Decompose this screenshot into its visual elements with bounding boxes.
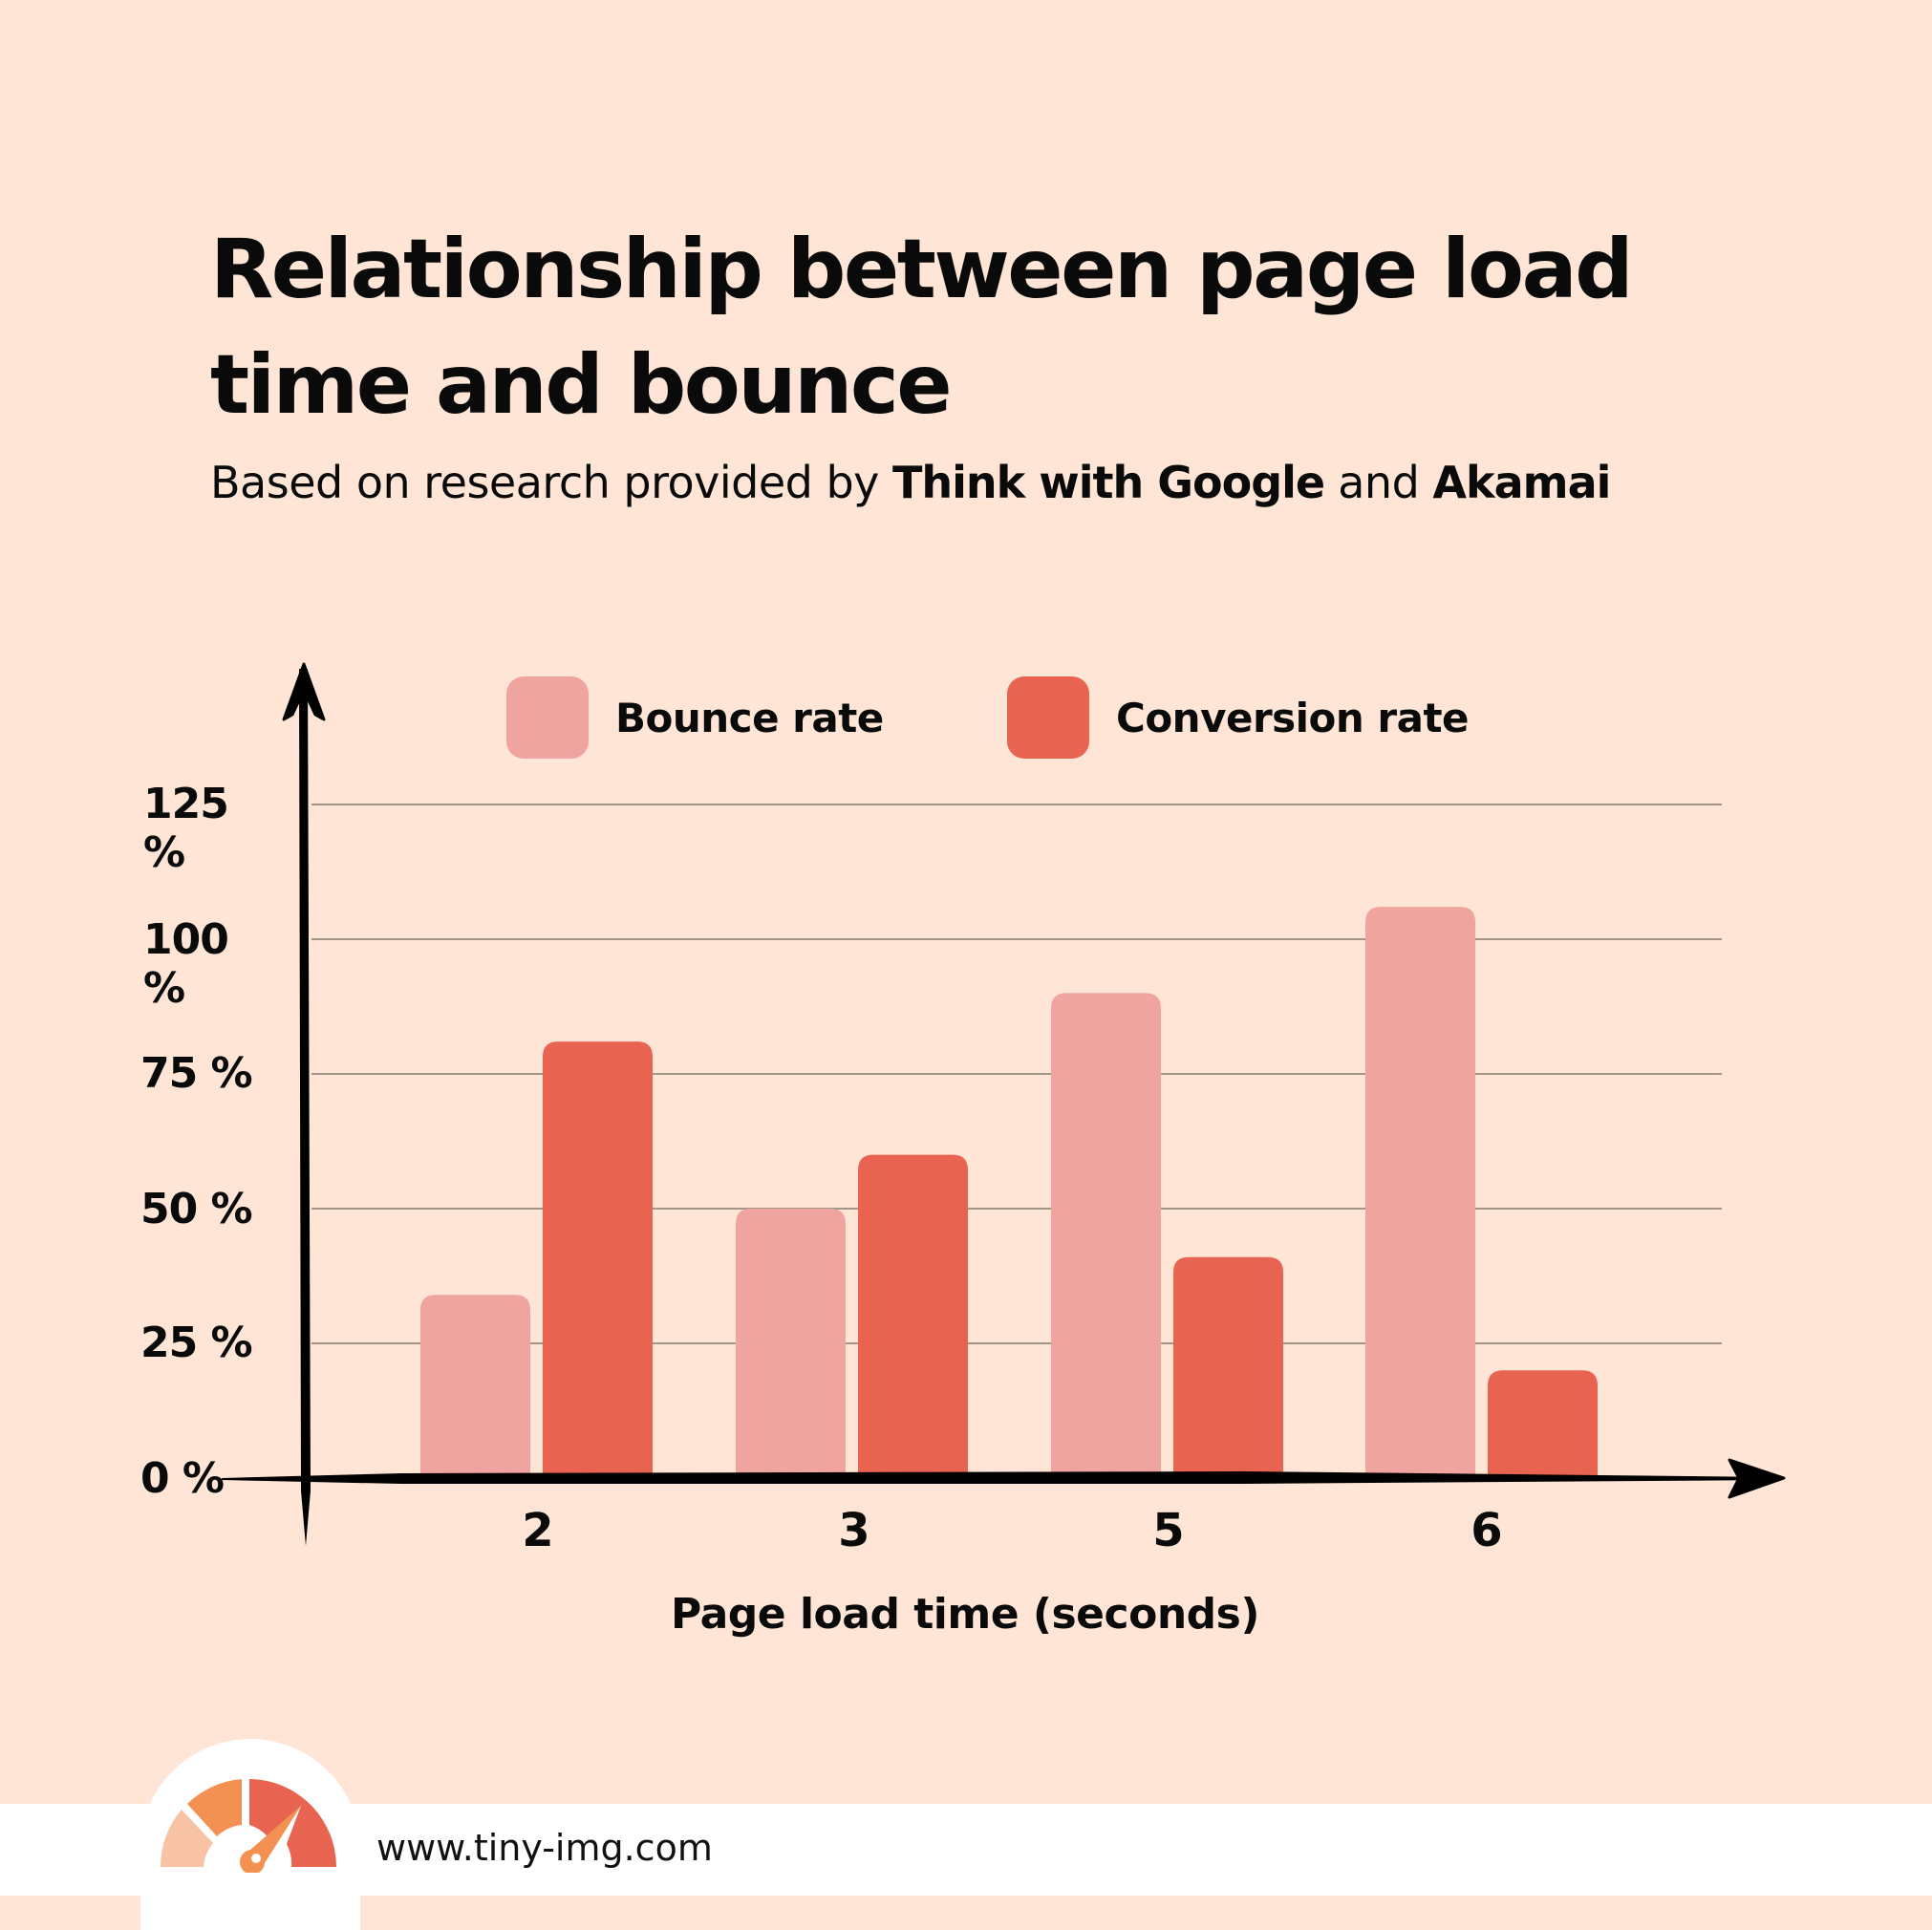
gridlines bbox=[311, 804, 1722, 1344]
source-think-with-google: Think with Google bbox=[892, 457, 1325, 508]
legend-swatch-bounce bbox=[506, 676, 589, 759]
x-axis-title: Page load time (seconds) bbox=[671, 1590, 1259, 1639]
bars bbox=[420, 907, 1598, 1478]
subtitle-text: Based on research provided by bbox=[210, 457, 892, 508]
legend-label-conversion: Conversion rate bbox=[1116, 694, 1470, 741]
y-tick-50: 50 % bbox=[140, 1185, 253, 1233]
x-axis-arrow-icon bbox=[1728, 1458, 1786, 1499]
footer-url-link[interactable]: www.tiny-img.com bbox=[376, 1827, 713, 1869]
y-tick-75: 75 % bbox=[140, 1049, 253, 1098]
x-tick-6: 6 bbox=[1470, 1504, 1503, 1557]
speedometer-gauge-icon bbox=[160, 1779, 336, 1873]
bar-bounce-6s bbox=[1365, 907, 1475, 1478]
chart-subtitle: Based on research provided by Think with… bbox=[210, 457, 1611, 508]
y-tick-125: 125 % bbox=[143, 780, 229, 877]
legend-swatch-conversion bbox=[1007, 676, 1089, 759]
bar-bounce-2s bbox=[420, 1295, 530, 1478]
y-axis bbox=[299, 669, 311, 1546]
legend-item-bounce-rate: Bounce rate bbox=[506, 676, 884, 759]
bar-bounce-3s bbox=[736, 1209, 846, 1478]
y-tick-0: 0 % bbox=[140, 1454, 225, 1503]
y-axis-arrow-icon bbox=[282, 662, 326, 721]
y-tick-25: 25 % bbox=[140, 1319, 253, 1367]
legend-item-conversion-rate: Conversion rate bbox=[1007, 676, 1470, 759]
bar-conversion-3s bbox=[858, 1154, 968, 1478]
bar-conversion-2s bbox=[543, 1041, 653, 1478]
bar-conversion-5s bbox=[1173, 1256, 1283, 1478]
x-tick-2: 2 bbox=[522, 1504, 554, 1557]
subtitle-connector: and bbox=[1324, 457, 1433, 508]
source-akamai: Akamai bbox=[1432, 457, 1611, 508]
bar-bounce-5s bbox=[1051, 993, 1161, 1478]
legend-label-bounce: Bounce rate bbox=[615, 694, 884, 741]
chart-title: Relationship between page load time and … bbox=[210, 222, 1634, 433]
y-tick-100: 100 % bbox=[143, 915, 229, 1013]
x-tick-3: 3 bbox=[838, 1504, 870, 1557]
x-tick-5: 5 bbox=[1152, 1504, 1185, 1557]
x-axis bbox=[222, 1471, 1777, 1484]
bar-conversion-6s bbox=[1488, 1370, 1598, 1478]
